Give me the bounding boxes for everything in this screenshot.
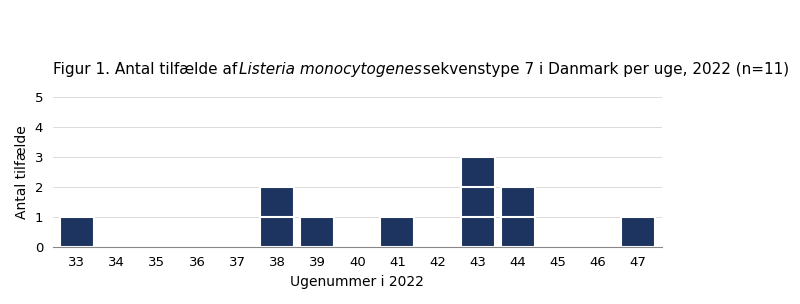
Bar — [621, 217, 655, 247]
Text: Listeria monocytogenes: Listeria monocytogenes — [238, 62, 422, 78]
Bar — [60, 217, 94, 247]
Bar — [300, 217, 334, 247]
Bar — [380, 217, 414, 247]
Bar — [461, 157, 494, 247]
X-axis label: Ugenummer i 2022: Ugenummer i 2022 — [290, 275, 424, 289]
Bar — [501, 187, 534, 247]
Text: sekvenstype 7 i Danmark per uge, 2022 (n=11): sekvenstype 7 i Danmark per uge, 2022 (n… — [418, 62, 790, 78]
Text: Figur 1. Antal tilfælde af: Figur 1. Antal tilfælde af — [53, 62, 242, 78]
Bar — [260, 187, 294, 247]
Y-axis label: Antal tilfælde: Antal tilfælde — [15, 125, 29, 219]
